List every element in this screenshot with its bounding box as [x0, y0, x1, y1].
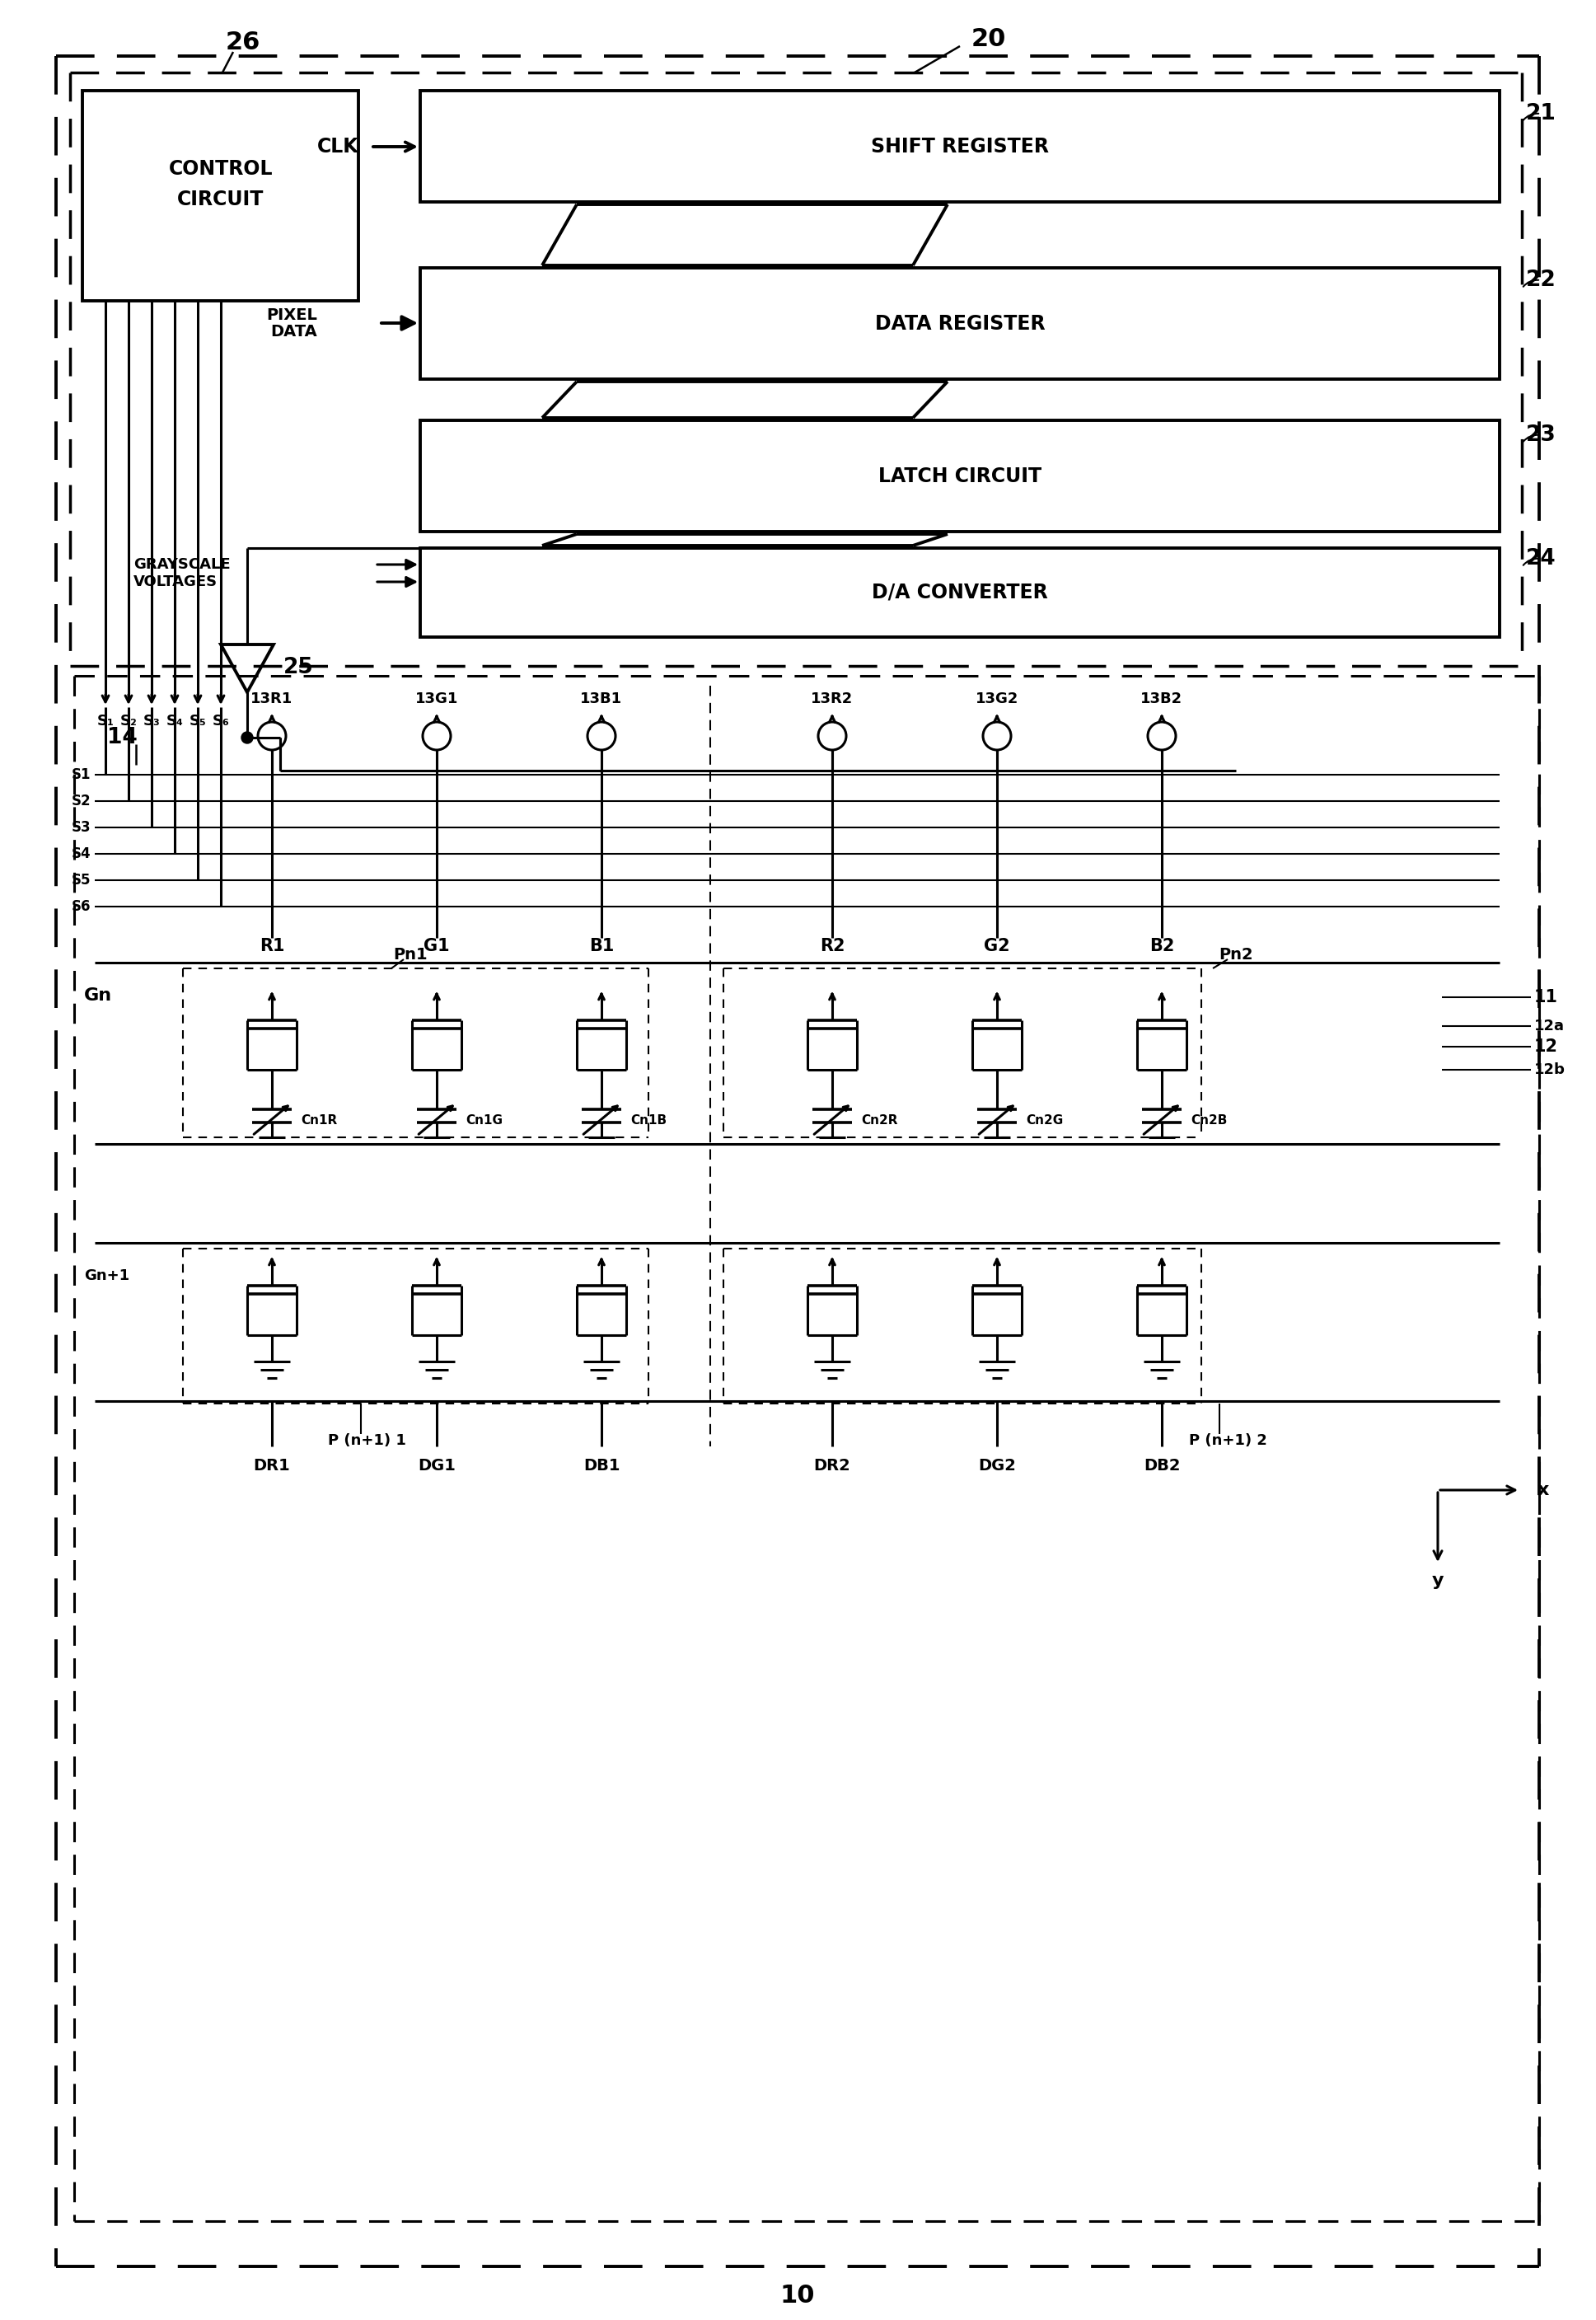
Text: S2: S2 — [72, 793, 91, 807]
Text: S6: S6 — [72, 900, 91, 914]
Bar — [420, 548, 1500, 638]
Text: DATA REGISTER: DATA REGISTER — [875, 313, 1045, 334]
Text: 20: 20 — [972, 28, 1005, 51]
Text: 13R2: 13R2 — [811, 691, 854, 705]
Text: CONTROL: CONTROL — [169, 160, 273, 179]
Text: Pn1: Pn1 — [393, 947, 428, 963]
Text: x: x — [1537, 1482, 1550, 1499]
Text: 11: 11 — [1534, 988, 1558, 1005]
Text: DB1: DB1 — [583, 1457, 619, 1473]
Text: Cn1G: Cn1G — [466, 1114, 503, 1128]
Text: 12: 12 — [1534, 1039, 1558, 1056]
Text: DATA: DATA — [270, 325, 318, 341]
Text: DR1: DR1 — [254, 1457, 290, 1473]
Text: P (n+1) 2: P (n+1) 2 — [1189, 1434, 1267, 1448]
Text: S₆: S₆ — [212, 715, 230, 728]
Text: Cn1R: Cn1R — [300, 1114, 337, 1128]
Text: GRAYSCALE: GRAYSCALE — [134, 557, 230, 573]
Text: Cn2B: Cn2B — [1191, 1114, 1227, 1128]
Bar — [420, 90, 1500, 202]
Text: 24: 24 — [1526, 548, 1556, 568]
Text: 10: 10 — [780, 2283, 816, 2306]
Text: DR2: DR2 — [814, 1457, 851, 1473]
Text: Cn2G: Cn2G — [1026, 1114, 1063, 1128]
Text: 13R1: 13R1 — [251, 691, 294, 705]
Text: CLK: CLK — [316, 137, 359, 155]
Text: S₅: S₅ — [190, 715, 206, 728]
Text: y: y — [1432, 1573, 1444, 1589]
Text: DG2: DG2 — [978, 1457, 1017, 1473]
Text: DB2: DB2 — [1143, 1457, 1179, 1473]
Text: DG1: DG1 — [418, 1457, 455, 1473]
Text: 13B1: 13B1 — [581, 691, 622, 705]
Text: B2: B2 — [1149, 937, 1175, 954]
Text: R2: R2 — [820, 937, 844, 954]
Text: Cn1B: Cn1B — [630, 1114, 667, 1128]
Text: S₁: S₁ — [97, 715, 113, 728]
Circle shape — [241, 731, 252, 742]
Text: R1: R1 — [259, 937, 284, 954]
Text: S5: S5 — [72, 872, 91, 889]
Text: Cn2R: Cn2R — [860, 1114, 897, 1128]
Text: S₃: S₃ — [144, 715, 160, 728]
Text: 13B2: 13B2 — [1141, 691, 1183, 705]
Text: 12a: 12a — [1534, 1018, 1564, 1032]
Text: P (n+1) 1: P (n+1) 1 — [327, 1434, 405, 1448]
Bar — [83, 90, 359, 302]
Text: S4: S4 — [72, 847, 91, 861]
Text: PIXEL: PIXEL — [267, 306, 318, 322]
Text: Pn2: Pn2 — [1219, 947, 1253, 963]
Bar — [420, 420, 1500, 531]
Text: S₄: S₄ — [166, 715, 184, 728]
Text: G1: G1 — [423, 937, 450, 954]
Text: 14: 14 — [107, 726, 137, 749]
Text: CIRCUIT: CIRCUIT — [177, 190, 265, 209]
Text: S3: S3 — [72, 819, 91, 835]
Text: G2: G2 — [985, 937, 1010, 954]
Text: S1: S1 — [72, 768, 91, 782]
Text: 22: 22 — [1526, 269, 1556, 290]
Text: VOLTAGES: VOLTAGES — [134, 575, 217, 589]
Text: 23: 23 — [1526, 425, 1556, 445]
Text: 13G1: 13G1 — [415, 691, 458, 705]
Text: 25: 25 — [282, 657, 313, 677]
Text: Gn+1: Gn+1 — [85, 1269, 129, 1283]
Text: D/A CONVERTER: D/A CONVERTER — [871, 582, 1049, 603]
Text: 13G2: 13G2 — [975, 691, 1018, 705]
Bar — [420, 267, 1500, 378]
Text: S₂: S₂ — [120, 715, 137, 728]
Text: Gn: Gn — [85, 988, 112, 1005]
Text: 12b: 12b — [1534, 1063, 1566, 1076]
Text: LATCH CIRCUIT: LATCH CIRCUIT — [878, 466, 1042, 487]
Text: 21: 21 — [1526, 102, 1556, 125]
Text: 26: 26 — [225, 30, 260, 56]
Text: SHIFT REGISTER: SHIFT REGISTER — [871, 137, 1049, 155]
Text: B1: B1 — [589, 937, 614, 954]
